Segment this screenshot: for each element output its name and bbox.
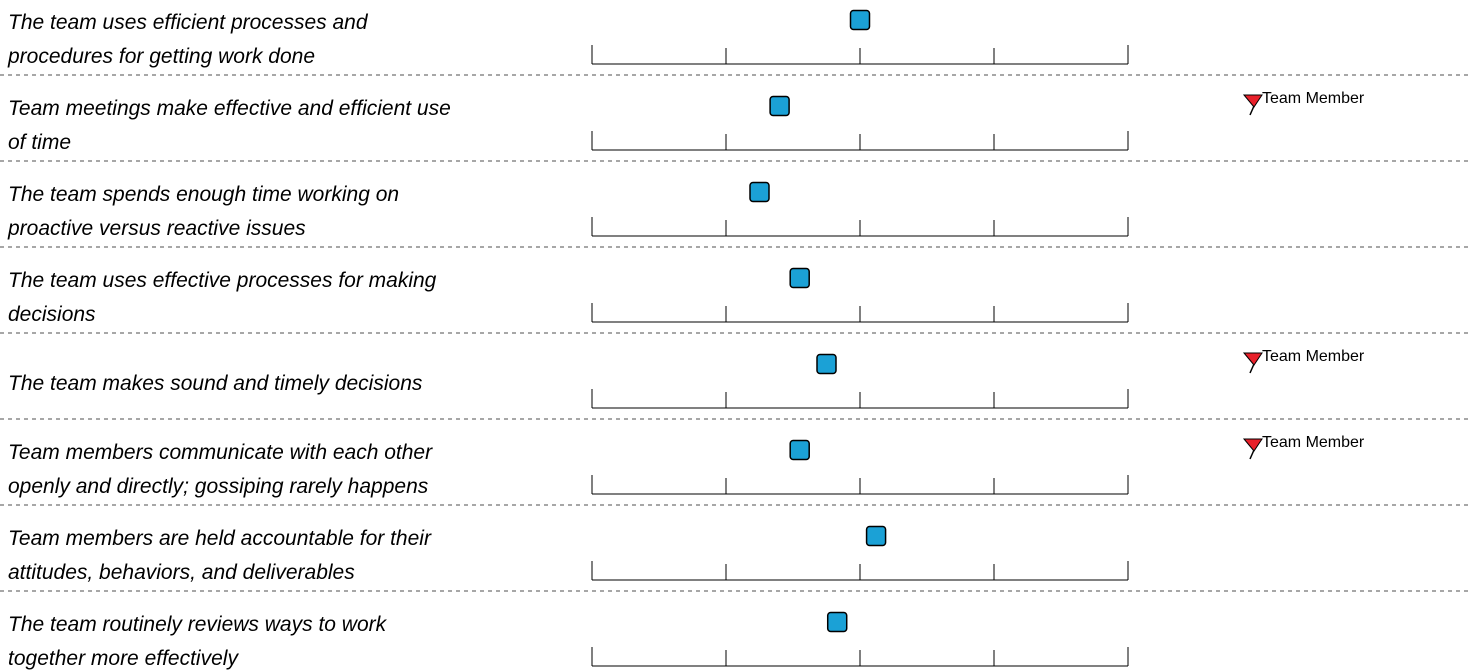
- flag-pole: [1249, 105, 1255, 116]
- flag-label: Team Member: [1262, 90, 1365, 107]
- statement-text: together more effectively: [8, 647, 239, 670]
- statement-text: proactive versus reactive issues: [7, 217, 306, 240]
- statement-text: openly and directly; gossiping rarely ha…: [8, 475, 429, 498]
- rating-marker: [826, 611, 848, 633]
- flag-icon: [1242, 438, 1263, 452]
- statement-row: The team uses effective processes for ma…: [8, 267, 1129, 326]
- rating-marker: [789, 439, 810, 461]
- statement-row: Team members are held accountable for th…: [8, 525, 1129, 584]
- statement-text: The team uses effective processes for ma…: [8, 269, 437, 292]
- statement-text: Team meetings make effective and efficie…: [8, 97, 451, 120]
- flag-label: Team Member: [1262, 434, 1365, 451]
- statement-text: attitudes, behaviors, and deliverables: [8, 561, 355, 584]
- rating-marker: [769, 95, 790, 117]
- flag-icon: [1242, 94, 1263, 108]
- rating-marker: [865, 525, 887, 547]
- statement-row: The team makes sound and timely decision…: [8, 348, 1365, 409]
- statement-text: The team makes sound and timely decision…: [8, 372, 423, 395]
- rating-marker: [789, 267, 810, 289]
- rating-marker: [816, 353, 837, 375]
- statement-text: The team spends enough time working on: [8, 183, 399, 206]
- statement-text: of time: [8, 131, 71, 154]
- flag-pole: [1249, 449, 1255, 460]
- statement-text: Team members communicate with each other: [8, 441, 433, 464]
- statement-row: The team spends enough time working on pr…: [7, 181, 1129, 240]
- statement-row: Team members communicate with each other…: [8, 434, 1365, 498]
- rating-marker: [849, 9, 871, 31]
- statement-text: Team members are held accountable for th…: [8, 527, 432, 550]
- statement-text: decisions: [8, 303, 96, 326]
- flag-icon: [1242, 352, 1263, 366]
- statement-text: procedures for getting work done: [7, 45, 315, 68]
- flag-pole: [1249, 363, 1255, 374]
- statement-row: The team routinely reviews ways to work t…: [8, 611, 1129, 670]
- statement-text: The team uses efficient processes and: [8, 11, 369, 34]
- statement-text: The team routinely reviews ways to work: [8, 613, 388, 636]
- statement-row: The team uses efficient processes and pro…: [7, 9, 1129, 68]
- statement-row: Team meetings make effective and efficie…: [8, 90, 1365, 154]
- flag-label: Team Member: [1262, 348, 1365, 365]
- rating-marker: [749, 181, 770, 203]
